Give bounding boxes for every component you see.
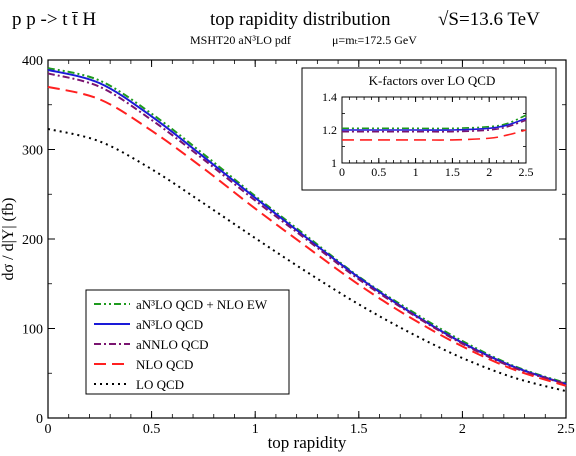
y-tick-label: 300	[22, 143, 43, 158]
y-tick-label: 100	[22, 322, 43, 337]
y-tick-label: 1.4	[322, 90, 337, 104]
series-line-2	[341, 119, 527, 133]
process-label: p p -> t t̄ H	[12, 9, 96, 30]
series-line-3	[342, 129, 527, 141]
y-tick-label: 200	[22, 233, 43, 248]
energy-label: √S=13.6 TeV	[438, 9, 540, 30]
legend-label: LO QCD	[136, 377, 184, 392]
main-axis-ticks: 0 0.5 1 1.5 2 2.5 0 100 200 300 400	[22, 54, 575, 437]
legend-label: aNNLO QCD	[136, 337, 209, 352]
y-tick-label: 0	[36, 412, 43, 427]
main-plot: 0 0.5 1 1.5 2 2.5 0 100 200 300 400 top rapidity d…	[0, 54, 575, 452]
legend-box	[85, 289, 290, 395]
y-tick-label: 1	[331, 156, 337, 170]
x-tick-label: 1.5	[350, 422, 368, 437]
x-tick-label: 2.5	[557, 422, 575, 437]
x-tick-label: 1.5	[445, 165, 460, 179]
series-line-4	[47, 127, 567, 393]
series-line-3	[47, 85, 567, 387]
series-line-2	[47, 72, 567, 385]
inset-axis-ticks: 0 0.5 1 1.5 2 2.5 1 1.2 1.4	[322, 90, 534, 179]
x-tick-label: 1	[252, 422, 259, 437]
x-tick-label: 0	[339, 165, 345, 179]
y-tick-label: 1.2	[322, 123, 337, 137]
legend-label: aN³LO QCD + NLO EW	[136, 297, 268, 312]
x-tick-label: 0.5	[371, 165, 386, 179]
inset-title: K-factors over LO QCD	[369, 73, 496, 88]
legend-label: aN³LO QCD	[136, 317, 203, 332]
series-line-0	[47, 67, 567, 385]
x-tick-label: 1	[413, 165, 419, 179]
legend-label: NLO QCD	[136, 357, 193, 372]
legend: aN³LO QCD + NLO EW aN³LO QCD aNNLO QCD NLO …	[85, 289, 290, 395]
x-tick-label: 0.5	[143, 422, 161, 437]
main-series	[47, 67, 567, 393]
x-tick-label: 2.5	[519, 165, 534, 179]
chart-title: top rapidity distribution	[210, 9, 391, 30]
pdf-label: MSHT20 aN³LO pdf	[190, 33, 291, 47]
inset-series	[341, 114, 527, 141]
series-line-1	[342, 117, 527, 131]
x-axis-label: top rapidity	[268, 433, 347, 452]
inset-kfactor-plot: K-factors over LO QCD 0 0.5 1 1.5 2 2.5 1 1.2 1.…	[301, 67, 557, 191]
scale-label: μ=mₜ=172.5 GeV	[332, 33, 417, 47]
series-line-0	[342, 114, 527, 130]
x-tick-label: 0	[45, 422, 52, 437]
x-tick-label: 2	[459, 422, 466, 437]
y-axis-label: dσ / d|Y| (fb)	[0, 197, 17, 280]
x-tick-label: 2	[486, 165, 492, 179]
y-tick-label: 400	[22, 54, 43, 69]
